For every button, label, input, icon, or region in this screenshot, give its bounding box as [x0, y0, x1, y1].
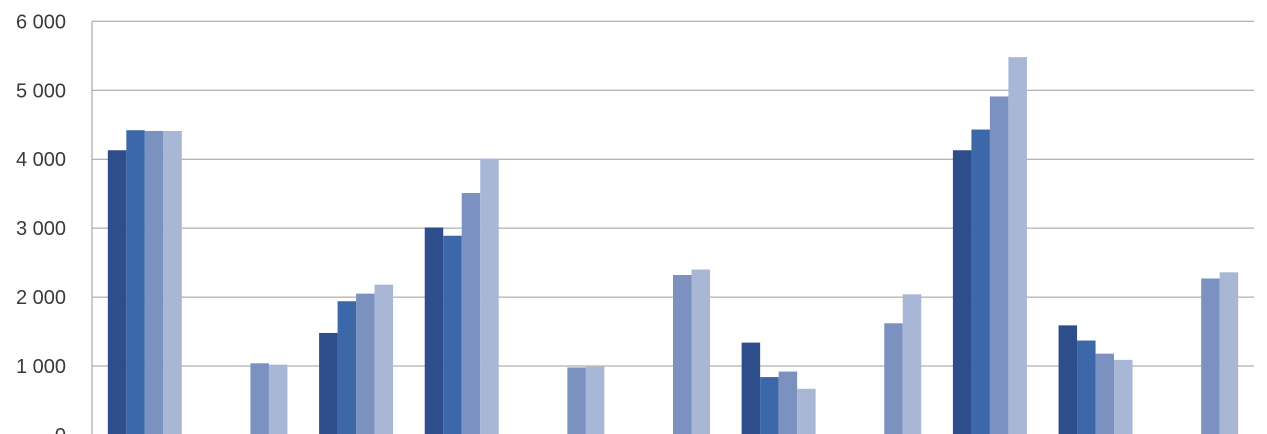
y-tick-label: 2 000 — [16, 287, 66, 309]
bar — [461, 192, 481, 434]
bar — [778, 371, 798, 434]
bar — [1058, 325, 1078, 434]
bar — [144, 130, 164, 434]
bar — [319, 332, 338, 434]
y-tick-label: 6 000 — [16, 11, 66, 33]
y-tick-label: 3 000 — [16, 218, 66, 240]
bar — [268, 364, 288, 434]
bar — [952, 150, 972, 434]
bars — [107, 57, 1239, 434]
bar — [107, 150, 127, 434]
bar — [374, 284, 394, 434]
bar — [760, 377, 779, 434]
bar — [1095, 353, 1115, 434]
bar — [691, 269, 710, 434]
y-tick-label: 0 — [55, 425, 66, 434]
bar — [902, 294, 922, 434]
bar — [1219, 272, 1239, 434]
bar — [1201, 278, 1220, 434]
bar — [567, 367, 586, 434]
bar — [163, 130, 182, 434]
bar — [585, 366, 605, 434]
bar — [884, 323, 903, 434]
bar — [356, 293, 375, 434]
bar — [337, 301, 357, 434]
bar — [443, 235, 462, 434]
bar — [250, 363, 269, 434]
y-axis-tick-labels: 0 1 000 2 000 3 000 4 000 5 000 6 000 — [16, 11, 66, 434]
bar — [1077, 340, 1096, 434]
bar — [126, 130, 145, 434]
y-tick-label: 1 000 — [16, 356, 66, 378]
bar — [971, 129, 990, 434]
y-tick-label: 4 000 — [16, 149, 66, 171]
bar — [480, 158, 499, 434]
bar — [1114, 359, 1133, 434]
bar — [673, 275, 692, 434]
bar — [989, 96, 1009, 434]
bar — [424, 227, 444, 434]
y-tick-label: 5 000 — [16, 80, 66, 102]
bar — [1008, 57, 1027, 434]
bar — [741, 342, 761, 434]
bar — [797, 388, 816, 434]
